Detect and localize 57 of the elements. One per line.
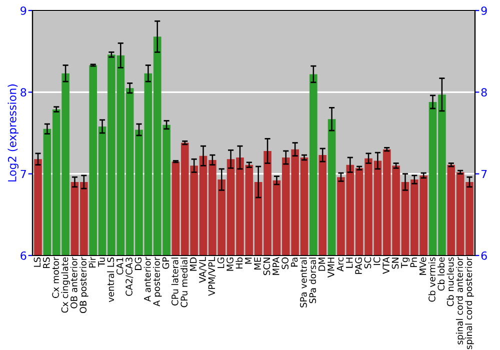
x-tick-label: SPa dorsal [309,258,316,304]
x-tick-label: SPa ventral [300,258,307,308]
x-tick-label: SCN [263,258,270,276]
x-tick-label: CPu medial [180,258,188,308]
x-tick-label: MD [190,257,197,271]
x-tick-label: spinal cord anterior [456,256,465,344]
x-tick-label: LG [217,258,224,268]
x-tick-label: SO [282,257,288,270]
x-tick-label: Cx motor [52,256,59,298]
y-tick-label: 9 [20,6,26,15]
x-tick-label: VPM/VPL [208,256,216,296]
x-tick-label: spinal cord posterior [465,256,474,350]
x-tick-label: SN [392,258,399,269]
x-tick-label: CA1 [116,258,124,275]
x-tick-label: MPA [272,256,280,275]
y2-tick-label: 9 [481,6,487,15]
x-tick-label: MVe [420,257,426,275]
x-tick-label: Cx cingulate [61,257,70,313]
x-tick-label: RS [42,257,50,268]
x-tick-label: GP [162,257,170,269]
x-tick-label: LH [346,258,353,268]
x-tick-label: PAG [355,258,362,274]
x-tick-label: ventral LS [107,257,114,302]
x-tick-label: OB anterior [70,256,78,308]
x-tick-label: VTA [382,256,390,274]
y2-tick-label: 7 [481,170,487,178]
x-tick-label: Pir [88,256,96,268]
x-tick-label: LS [34,257,41,267]
x-tick-label: Cb lobe [438,257,445,291]
x-tick-label: Pa [290,258,298,267]
y2-tick-label: 6 [481,251,487,260]
y-tick-label: 6 [20,251,26,260]
y-tick-label: 7 [20,170,26,178]
x-tick-label: VA/VL [199,256,207,283]
x-tick-label: DG [134,258,142,270]
x-tick-label: ME [254,257,261,270]
y-axis-title: Log2 (expression) [8,84,18,182]
x-tick-label: Cb nucleus [446,257,454,306]
x-tick-label: CA2/CA3 [126,258,134,296]
x-tick-label: Pn [410,258,417,268]
y-tick-label: 8 [20,88,26,97]
x-tick-label: A anterior [144,256,151,302]
x-tick-label: Hb [236,257,243,269]
x-tick-label: M [245,258,252,264]
x-tick-label: Arc [336,257,344,272]
y2-tick-label: 8 [481,88,487,97]
x-tick-label: Tg [401,258,410,268]
x-tick-label: OB posterior [80,256,88,314]
x-tick-label: DM [318,258,326,271]
x-tick-label: MG [226,258,234,271]
x-tick-label: Cb vermis [428,257,436,302]
x-tick-label: VMH [328,258,334,278]
x-tick-label: Tu [98,258,105,267]
x-tick-label: A posterior [152,256,162,306]
x-tick-label: SC [364,257,372,268]
x-tick-label: CPu lateral [171,258,178,306]
x-tick-label: IC [373,257,380,265]
